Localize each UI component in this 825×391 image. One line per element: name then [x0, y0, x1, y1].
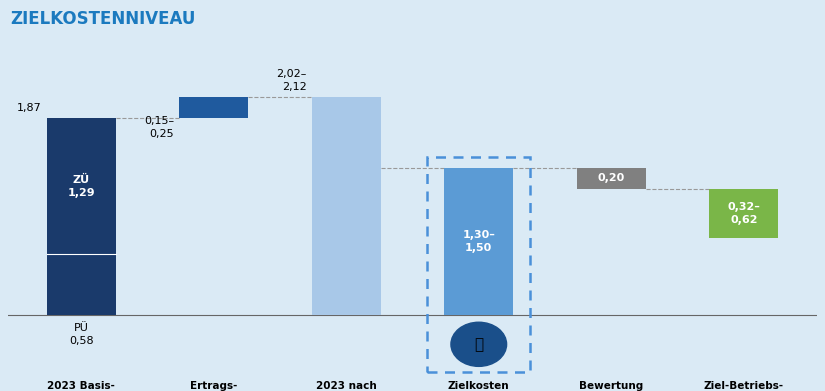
Text: 0,15–
0,25: 0,15– 0,25: [144, 116, 174, 140]
Text: 1,30–
1,50: 1,30– 1,50: [462, 230, 495, 253]
Text: Ertrags-
maßnahmen: Ertrags- maßnahmen: [177, 381, 250, 391]
Text: 2,02–
2,12: 2,02– 2,12: [276, 69, 306, 92]
Bar: [47, 118, 116, 315]
Bar: [445, 168, 513, 315]
Bar: [577, 168, 646, 189]
Text: Ziel-Betriebs-
ergebnis nach
Bewertung: Ziel-Betriebs- ergebnis nach Bewertung: [702, 381, 785, 391]
Text: 2023 nach
Ertrags-
maßnahmen: 2023 nach Ertrags- maßnahmen: [310, 381, 383, 391]
Text: Bewertung: Bewertung: [579, 381, 644, 391]
Text: PÜ
0,58: PÜ 0,58: [68, 323, 93, 346]
Text: 0,20: 0,20: [597, 173, 625, 183]
Bar: [179, 97, 248, 118]
Bar: [710, 189, 778, 238]
Text: ZIELKOSTENNIVEAU: ZIELKOSTENNIVEAU: [10, 10, 196, 28]
Circle shape: [451, 322, 507, 366]
Text: 0,32–
0,62: 0,32– 0,62: [728, 202, 761, 225]
Text: 1,87: 1,87: [16, 103, 41, 113]
Text: 🏁: 🏁: [474, 337, 483, 352]
Bar: [312, 97, 380, 315]
Text: ZÜ
1,29: ZÜ 1,29: [68, 174, 95, 198]
Text: Zielkosten: Zielkosten: [448, 381, 510, 391]
Text: 2023 Basis-
szenario: 2023 Basis- szenario: [47, 381, 115, 391]
